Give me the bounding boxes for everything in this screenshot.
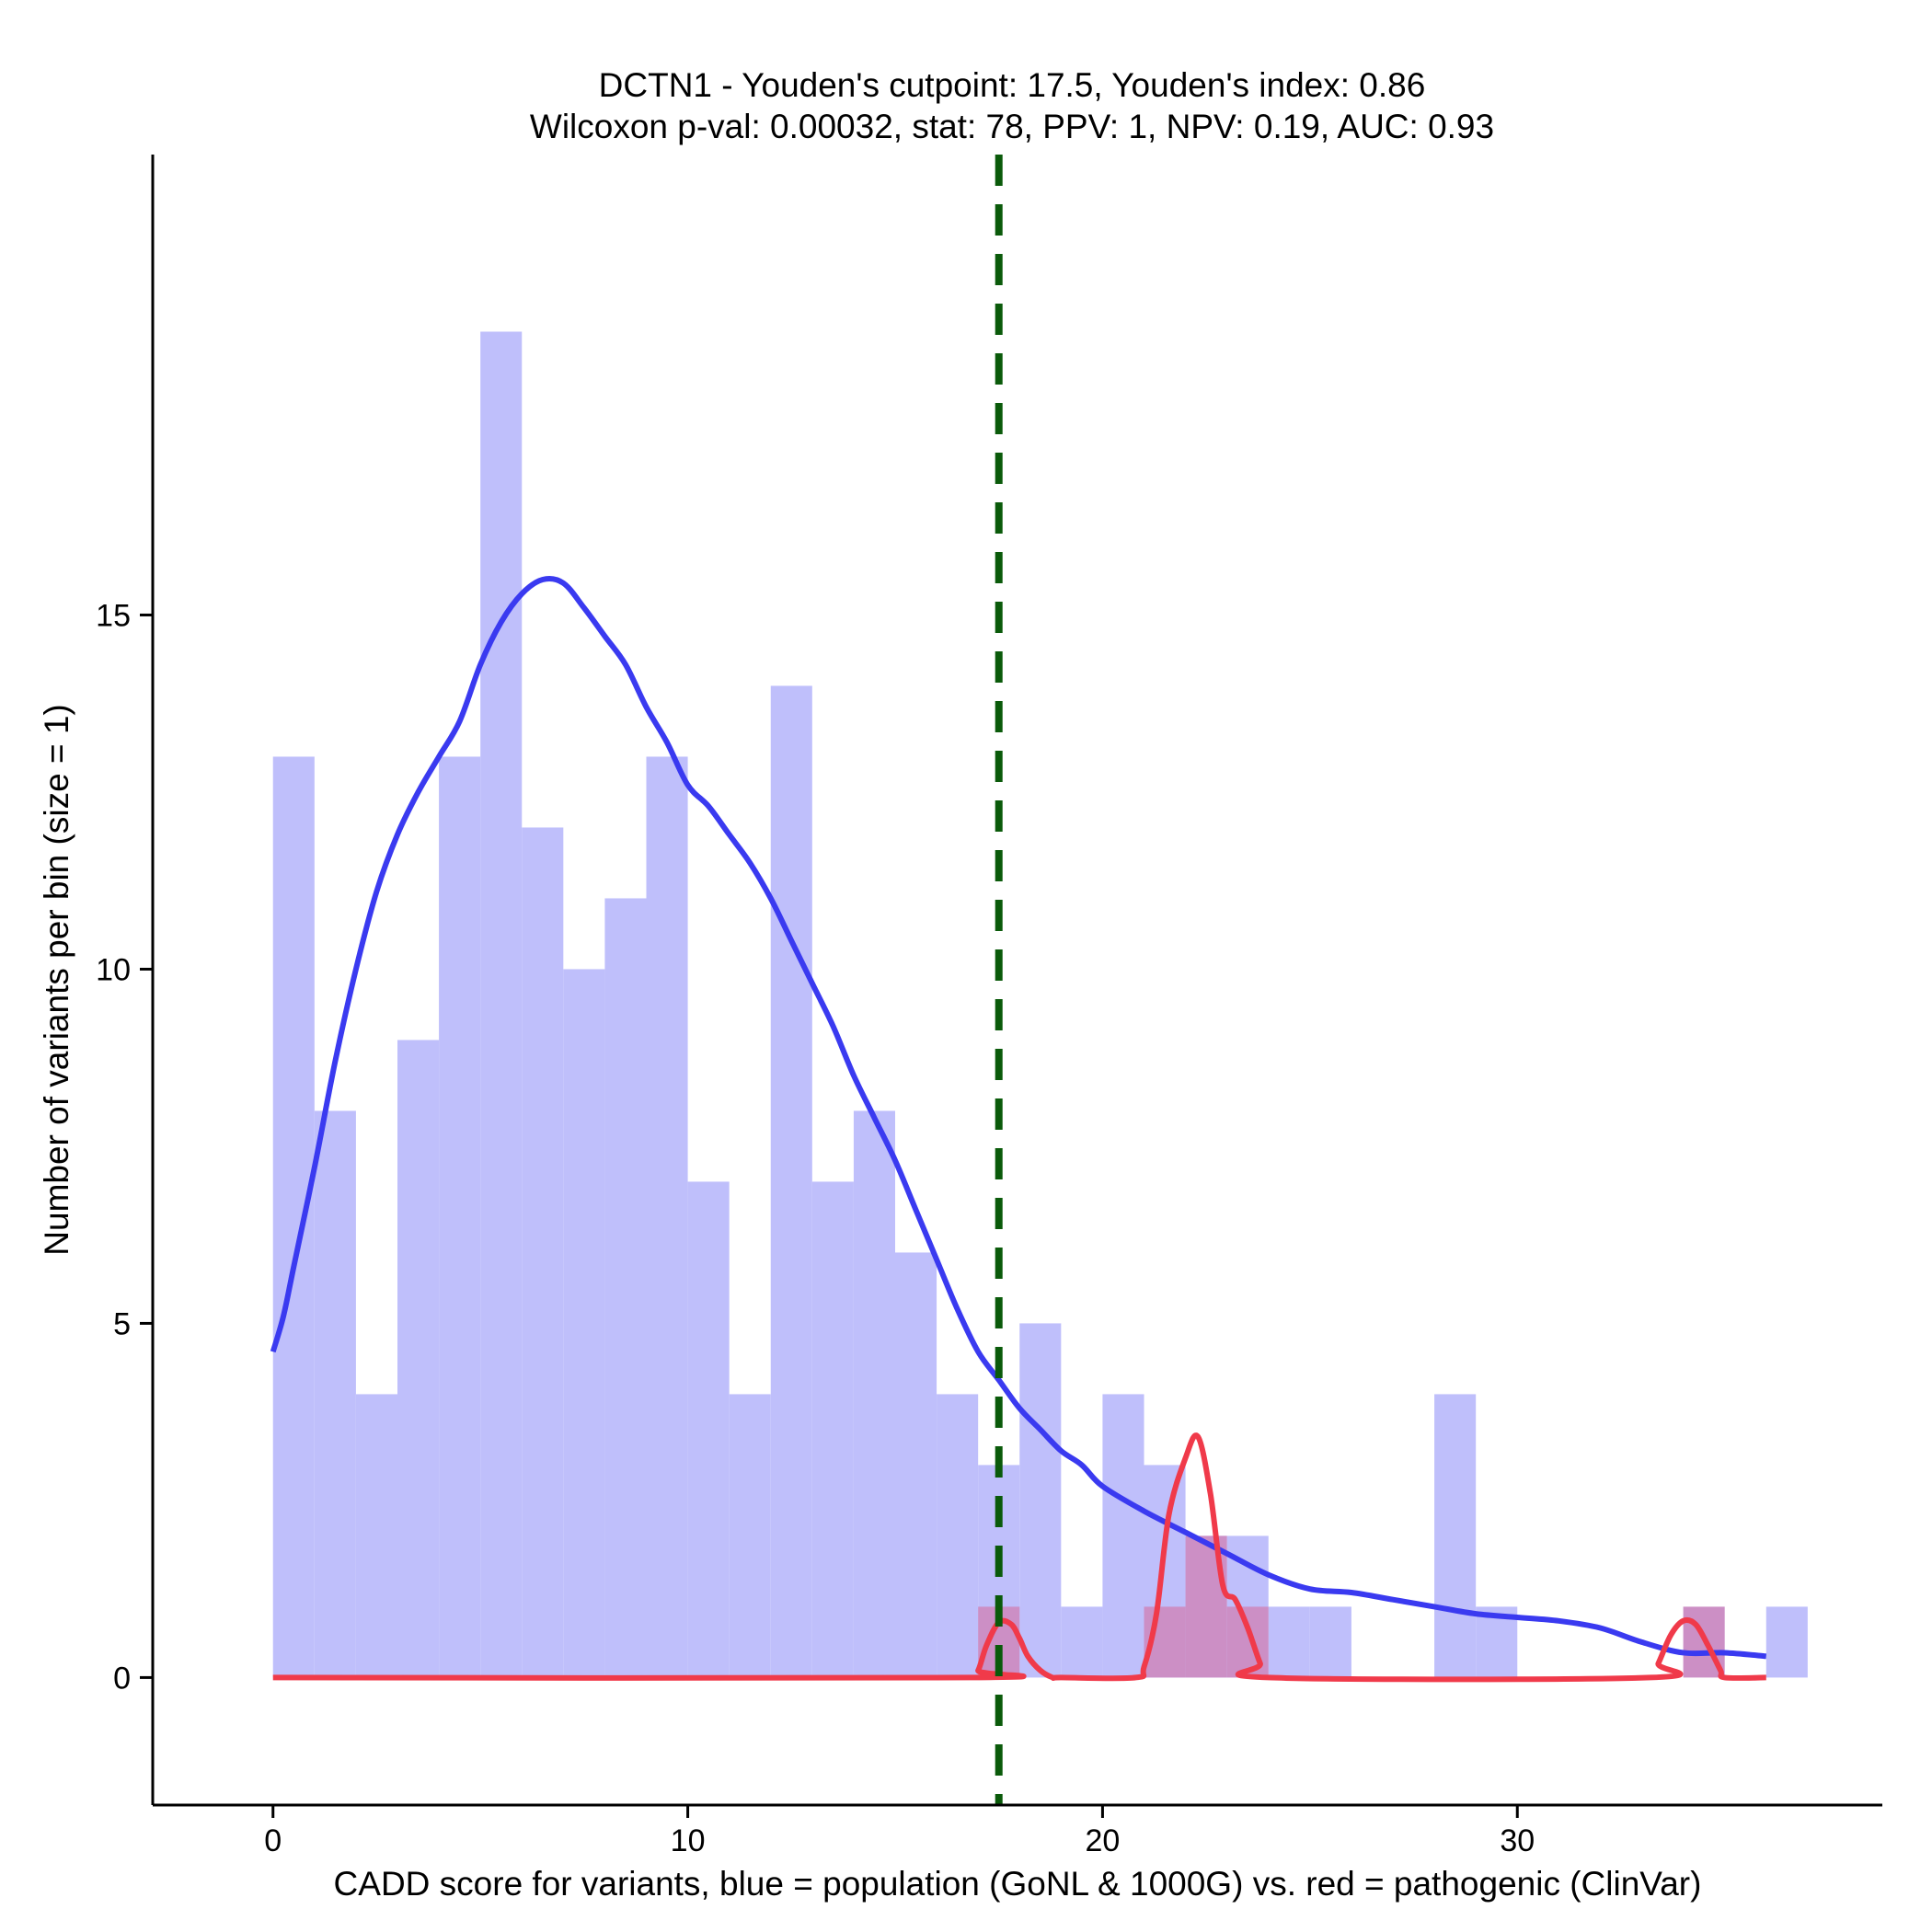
y-axis-label: Number of variants per bin (size = 1) [38,704,75,1255]
y-tick-label: 5 [113,1306,131,1341]
population-bar [1765,1606,1808,1678]
population-density-curve [270,575,1767,1660]
population-bar [687,1181,730,1678]
x-axis-label: CADD score for variants, blue = populati… [334,1865,1702,1903]
population-bar [1061,1606,1103,1678]
pathogenic-bar [1226,1606,1269,1678]
population-bars [272,331,1808,1678]
y-tick-label: 10 [96,952,131,987]
population-bar [1434,1394,1477,1678]
pathogenic-density-curve [272,1432,1766,1683]
population-bar [563,969,605,1678]
x-tick-label: 20 [1086,1823,1121,1858]
population-bar [272,756,315,1678]
population-bar [1102,1394,1144,1678]
x-tick-label: 0 [264,1823,282,1858]
population-bar [480,331,523,1678]
population-bar [895,1252,937,1678]
population-bar [1268,1606,1310,1678]
population-bar [397,1040,440,1678]
population-bar [604,898,647,1678]
population-bar [646,756,688,1678]
chart-title-line-1: DCTN1 - Youden's cutpoint: 17.5, Youden'… [599,66,1426,104]
population-bar [355,1394,397,1678]
population-bar [853,1110,896,1678]
x-tick-label: 30 [1500,1823,1535,1858]
y-tick-label: 15 [96,598,131,633]
population-bar [1309,1606,1351,1678]
population-bar [314,1110,356,1678]
x-tick-label: 10 [671,1823,706,1858]
chart-title-line-2: Wilcoxon p-val: 0.00032, stat: 78, PPV: … [530,108,1494,145]
y-axis-ticks: 0 5 10 15 [96,598,153,1696]
population-bar [770,685,812,1678]
population-bar [811,1181,854,1678]
x-axis-ticks: 0 10 20 30 [264,1805,1535,1858]
population-bar [522,827,564,1678]
population-bar [439,756,481,1678]
population-bar [937,1394,979,1678]
y-tick-label: 0 [113,1661,131,1696]
population-bar [729,1394,771,1678]
population-bar [1019,1323,1062,1678]
